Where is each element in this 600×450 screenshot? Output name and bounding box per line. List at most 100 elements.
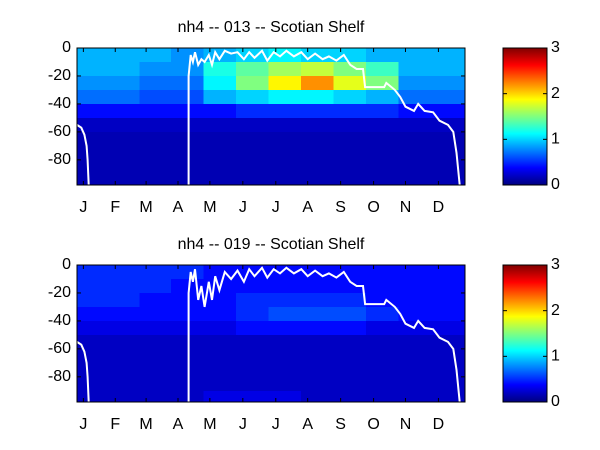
cell xyxy=(366,61,400,77)
cell xyxy=(171,265,204,280)
cell xyxy=(139,145,172,161)
y-tick-label: -80 xyxy=(48,368,71,385)
cell xyxy=(108,117,141,133)
cell xyxy=(333,306,367,322)
cell xyxy=(333,173,367,185)
cell xyxy=(398,145,432,161)
cell xyxy=(203,75,237,91)
cell xyxy=(171,376,204,392)
cell xyxy=(398,131,432,147)
cell xyxy=(139,131,172,147)
y-tick-label: 0 xyxy=(62,256,71,273)
colorbar-tick-label: 1 xyxy=(551,348,560,365)
cell xyxy=(171,292,204,308)
cell xyxy=(77,265,109,280)
cell xyxy=(366,131,400,147)
cell xyxy=(171,89,204,105)
cell xyxy=(77,159,109,175)
cell xyxy=(171,390,204,402)
cell xyxy=(171,48,204,63)
cell xyxy=(366,89,400,105)
cell xyxy=(203,173,237,185)
cell xyxy=(430,306,465,322)
chart-title: nh4 -- 013 -- Scotian Shelf xyxy=(178,19,365,36)
cell xyxy=(203,61,237,77)
x-tick-label: N xyxy=(400,416,412,433)
cell xyxy=(333,292,367,308)
cell xyxy=(366,117,400,133)
cell xyxy=(268,103,302,119)
cell xyxy=(430,103,465,119)
cell xyxy=(333,376,367,392)
colorbar-tick-label: 1 xyxy=(551,131,560,148)
cell xyxy=(77,103,109,119)
x-tick-label: J xyxy=(79,199,87,216)
x-tick-label: J xyxy=(272,416,280,433)
cell xyxy=(366,265,400,280)
cell xyxy=(171,103,204,119)
cell xyxy=(108,103,141,119)
cell xyxy=(398,334,432,350)
chart-title: nh4 -- 019 -- Scotian Shelf xyxy=(178,236,365,253)
cell xyxy=(430,292,465,308)
cell xyxy=(139,348,172,364)
cell xyxy=(108,320,141,336)
cell xyxy=(108,89,141,105)
cell xyxy=(203,89,237,105)
cell xyxy=(430,89,465,105)
cell xyxy=(366,320,400,336)
cell xyxy=(171,117,204,133)
cell xyxy=(366,103,400,119)
cell xyxy=(300,278,335,294)
cell xyxy=(398,117,432,133)
cell xyxy=(366,348,400,364)
cell xyxy=(108,278,141,294)
line xyxy=(77,49,461,185)
cell xyxy=(139,278,172,294)
cell xyxy=(171,145,204,161)
y-tick-label: -40 xyxy=(48,312,71,329)
cell xyxy=(203,159,237,175)
cell xyxy=(430,362,465,378)
cell xyxy=(235,278,269,294)
cell xyxy=(398,89,432,105)
cell xyxy=(77,48,109,63)
x-tick-label: F xyxy=(110,199,120,216)
cell xyxy=(139,61,172,77)
cell xyxy=(430,61,465,77)
cell xyxy=(77,334,109,350)
x-tick-label: A xyxy=(302,416,313,433)
axes-box xyxy=(76,47,466,186)
cell xyxy=(430,265,465,280)
cell xyxy=(398,362,432,378)
x-tick-label: J xyxy=(239,199,247,216)
cell xyxy=(139,390,172,402)
cell xyxy=(139,362,172,378)
cell xyxy=(235,159,269,175)
cell xyxy=(139,48,172,63)
cell xyxy=(108,306,141,322)
cell xyxy=(77,61,109,77)
cell xyxy=(108,348,141,364)
colorbar-tick-label: 3 xyxy=(551,39,560,56)
cell xyxy=(235,61,269,77)
cell xyxy=(235,348,269,364)
cell xyxy=(333,145,367,161)
cell xyxy=(77,348,109,364)
cell xyxy=(203,362,237,378)
cell xyxy=(139,159,172,175)
line xyxy=(77,266,461,402)
cell xyxy=(300,334,335,350)
cell xyxy=(398,75,432,91)
cell xyxy=(108,173,141,185)
cell xyxy=(300,145,335,161)
cell xyxy=(268,145,302,161)
y-tick-label: -40 xyxy=(48,95,71,112)
colorbar xyxy=(502,47,548,186)
cell xyxy=(333,75,367,91)
cell xyxy=(300,362,335,378)
cell xyxy=(333,348,367,364)
x-tick-label: S xyxy=(335,416,346,433)
cell xyxy=(171,75,204,91)
colorbar xyxy=(502,264,548,403)
